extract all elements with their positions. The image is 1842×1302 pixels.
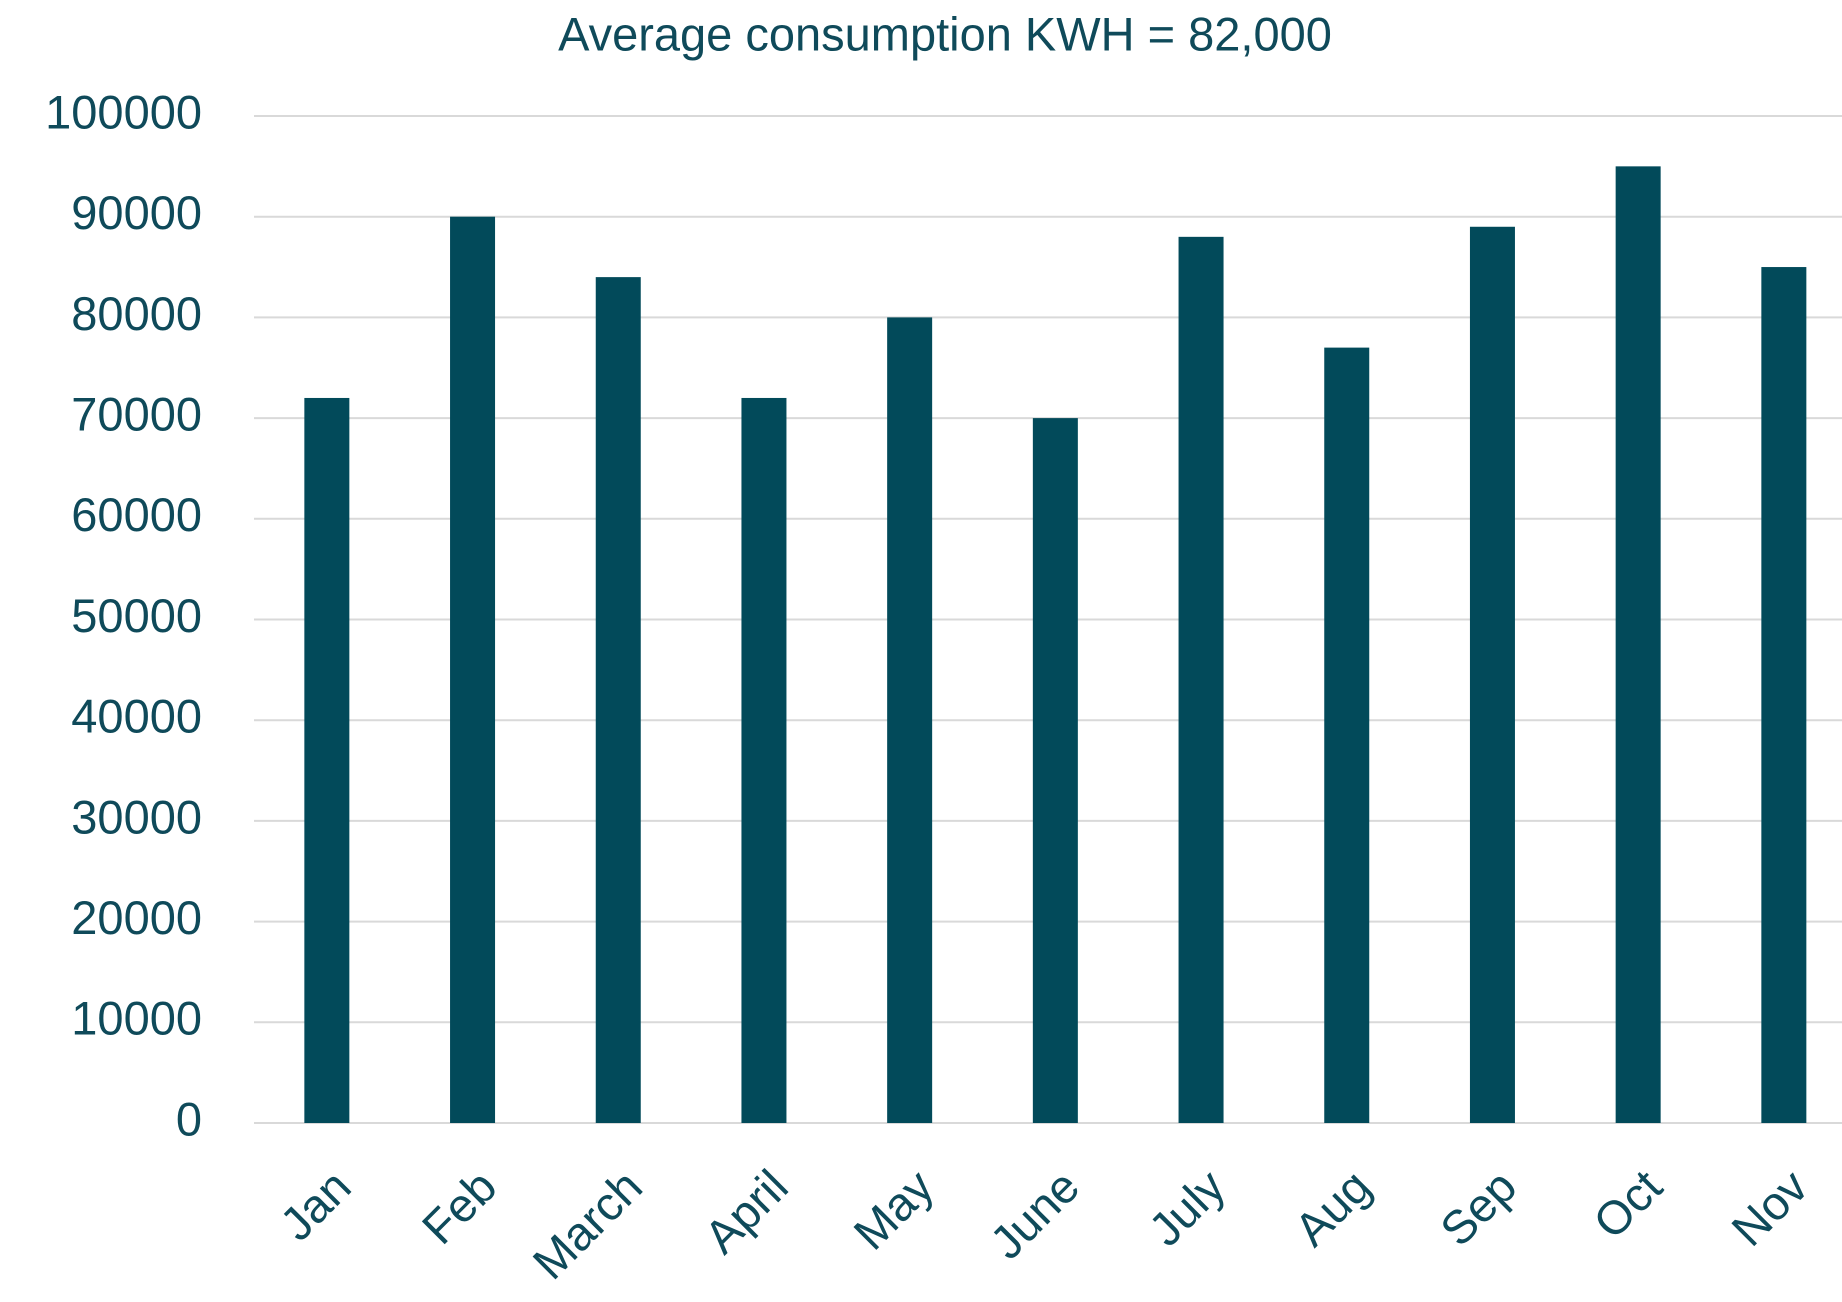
bar — [1324, 347, 1370, 1123]
x-tick-label: Jan — [270, 1159, 361, 1250]
bar — [1615, 166, 1661, 1124]
y-tick-label: 10000 — [71, 992, 202, 1045]
x-tick-label: June — [980, 1159, 1090, 1269]
x-tick-label: July — [1138, 1159, 1235, 1256]
y-tick-label: 60000 — [71, 488, 202, 541]
bar — [1761, 267, 1807, 1123]
x-tick-label: Sep — [1430, 1159, 1527, 1256]
x-tick-label: Oct — [1583, 1159, 1672, 1248]
bar — [741, 397, 787, 1124]
bar — [450, 216, 496, 1123]
y-tick-label: 100000 — [45, 85, 202, 138]
bar — [1178, 236, 1224, 1124]
bar — [595, 277, 641, 1123]
chart-title: Average consumption KWH = 82,000 — [558, 7, 1332, 60]
y-tick-label: 30000 — [71, 790, 202, 843]
x-tick-label: Feb — [412, 1159, 507, 1254]
y-tick-label: 50000 — [71, 589, 202, 642]
y-tick-label: 40000 — [71, 690, 202, 743]
x-tick-label: April — [694, 1159, 798, 1263]
x-tick-label: Aug — [1284, 1159, 1381, 1256]
y-tick-label: 20000 — [71, 891, 202, 944]
bar — [887, 317, 933, 1123]
bar — [304, 397, 350, 1124]
x-tick-label: March — [522, 1159, 652, 1289]
y-tick-label: 80000 — [71, 287, 202, 340]
y-tick-label: 0 — [176, 1092, 202, 1145]
y-tick-label: 70000 — [71, 388, 202, 441]
x-tick-label: May — [843, 1159, 944, 1260]
x-tick-label: Nov — [1721, 1159, 1818, 1256]
bar — [1032, 418, 1078, 1124]
y-tick-label: 90000 — [71, 186, 202, 239]
bar — [1469, 226, 1515, 1123]
